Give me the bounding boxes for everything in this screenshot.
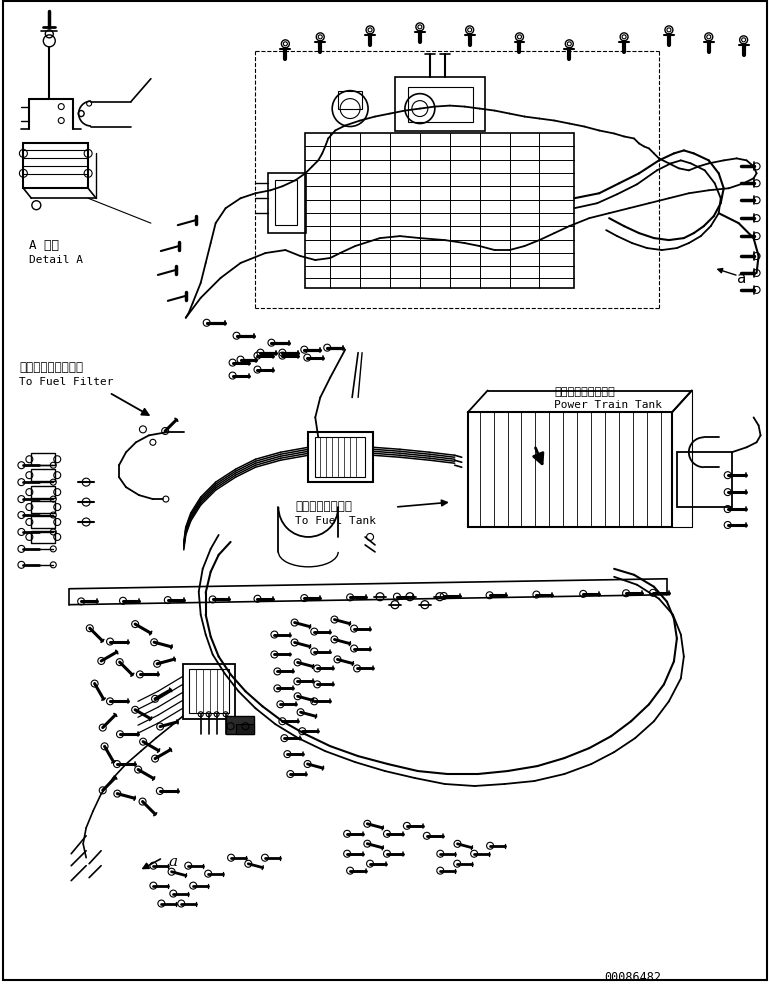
Bar [677, 453, 732, 508]
Bar [408, 88, 473, 122]
Text: a: a [169, 854, 178, 868]
Bar [182, 665, 235, 720]
Text: a: a [737, 271, 746, 286]
Bar [236, 725, 253, 735]
Bar [308, 433, 373, 483]
Text: Power Train Tank: Power Train Tank [554, 400, 662, 410]
Bar [32, 502, 55, 514]
Bar [32, 487, 55, 499]
Text: A 詳細: A 詳細 [29, 239, 59, 251]
Text: パワートレンタンク: パワートレンタンク [554, 387, 615, 396]
Bar [395, 78, 484, 132]
Text: 00086482: 00086482 [604, 970, 661, 983]
Text: To Fuel Filter: To Fuel Filter [19, 377, 114, 387]
Bar [32, 531, 55, 543]
Bar [32, 517, 55, 528]
Bar [467, 413, 672, 528]
Text: フュエルタンクへ: フュエルタンクへ [296, 500, 353, 513]
Bar [32, 469, 55, 482]
Text: To Fuel Tank: To Fuel Tank [296, 516, 377, 526]
Text: フェエルフィルタへ: フェエルフィルタへ [19, 360, 83, 374]
Bar [23, 144, 88, 189]
Bar [338, 92, 362, 109]
Bar [32, 454, 55, 465]
Bar [269, 175, 306, 234]
Bar [305, 134, 574, 289]
Bar [276, 181, 297, 226]
Bar [315, 438, 365, 477]
Text: Detail A: Detail A [29, 254, 83, 265]
Bar [189, 669, 229, 714]
Bar [226, 717, 253, 735]
